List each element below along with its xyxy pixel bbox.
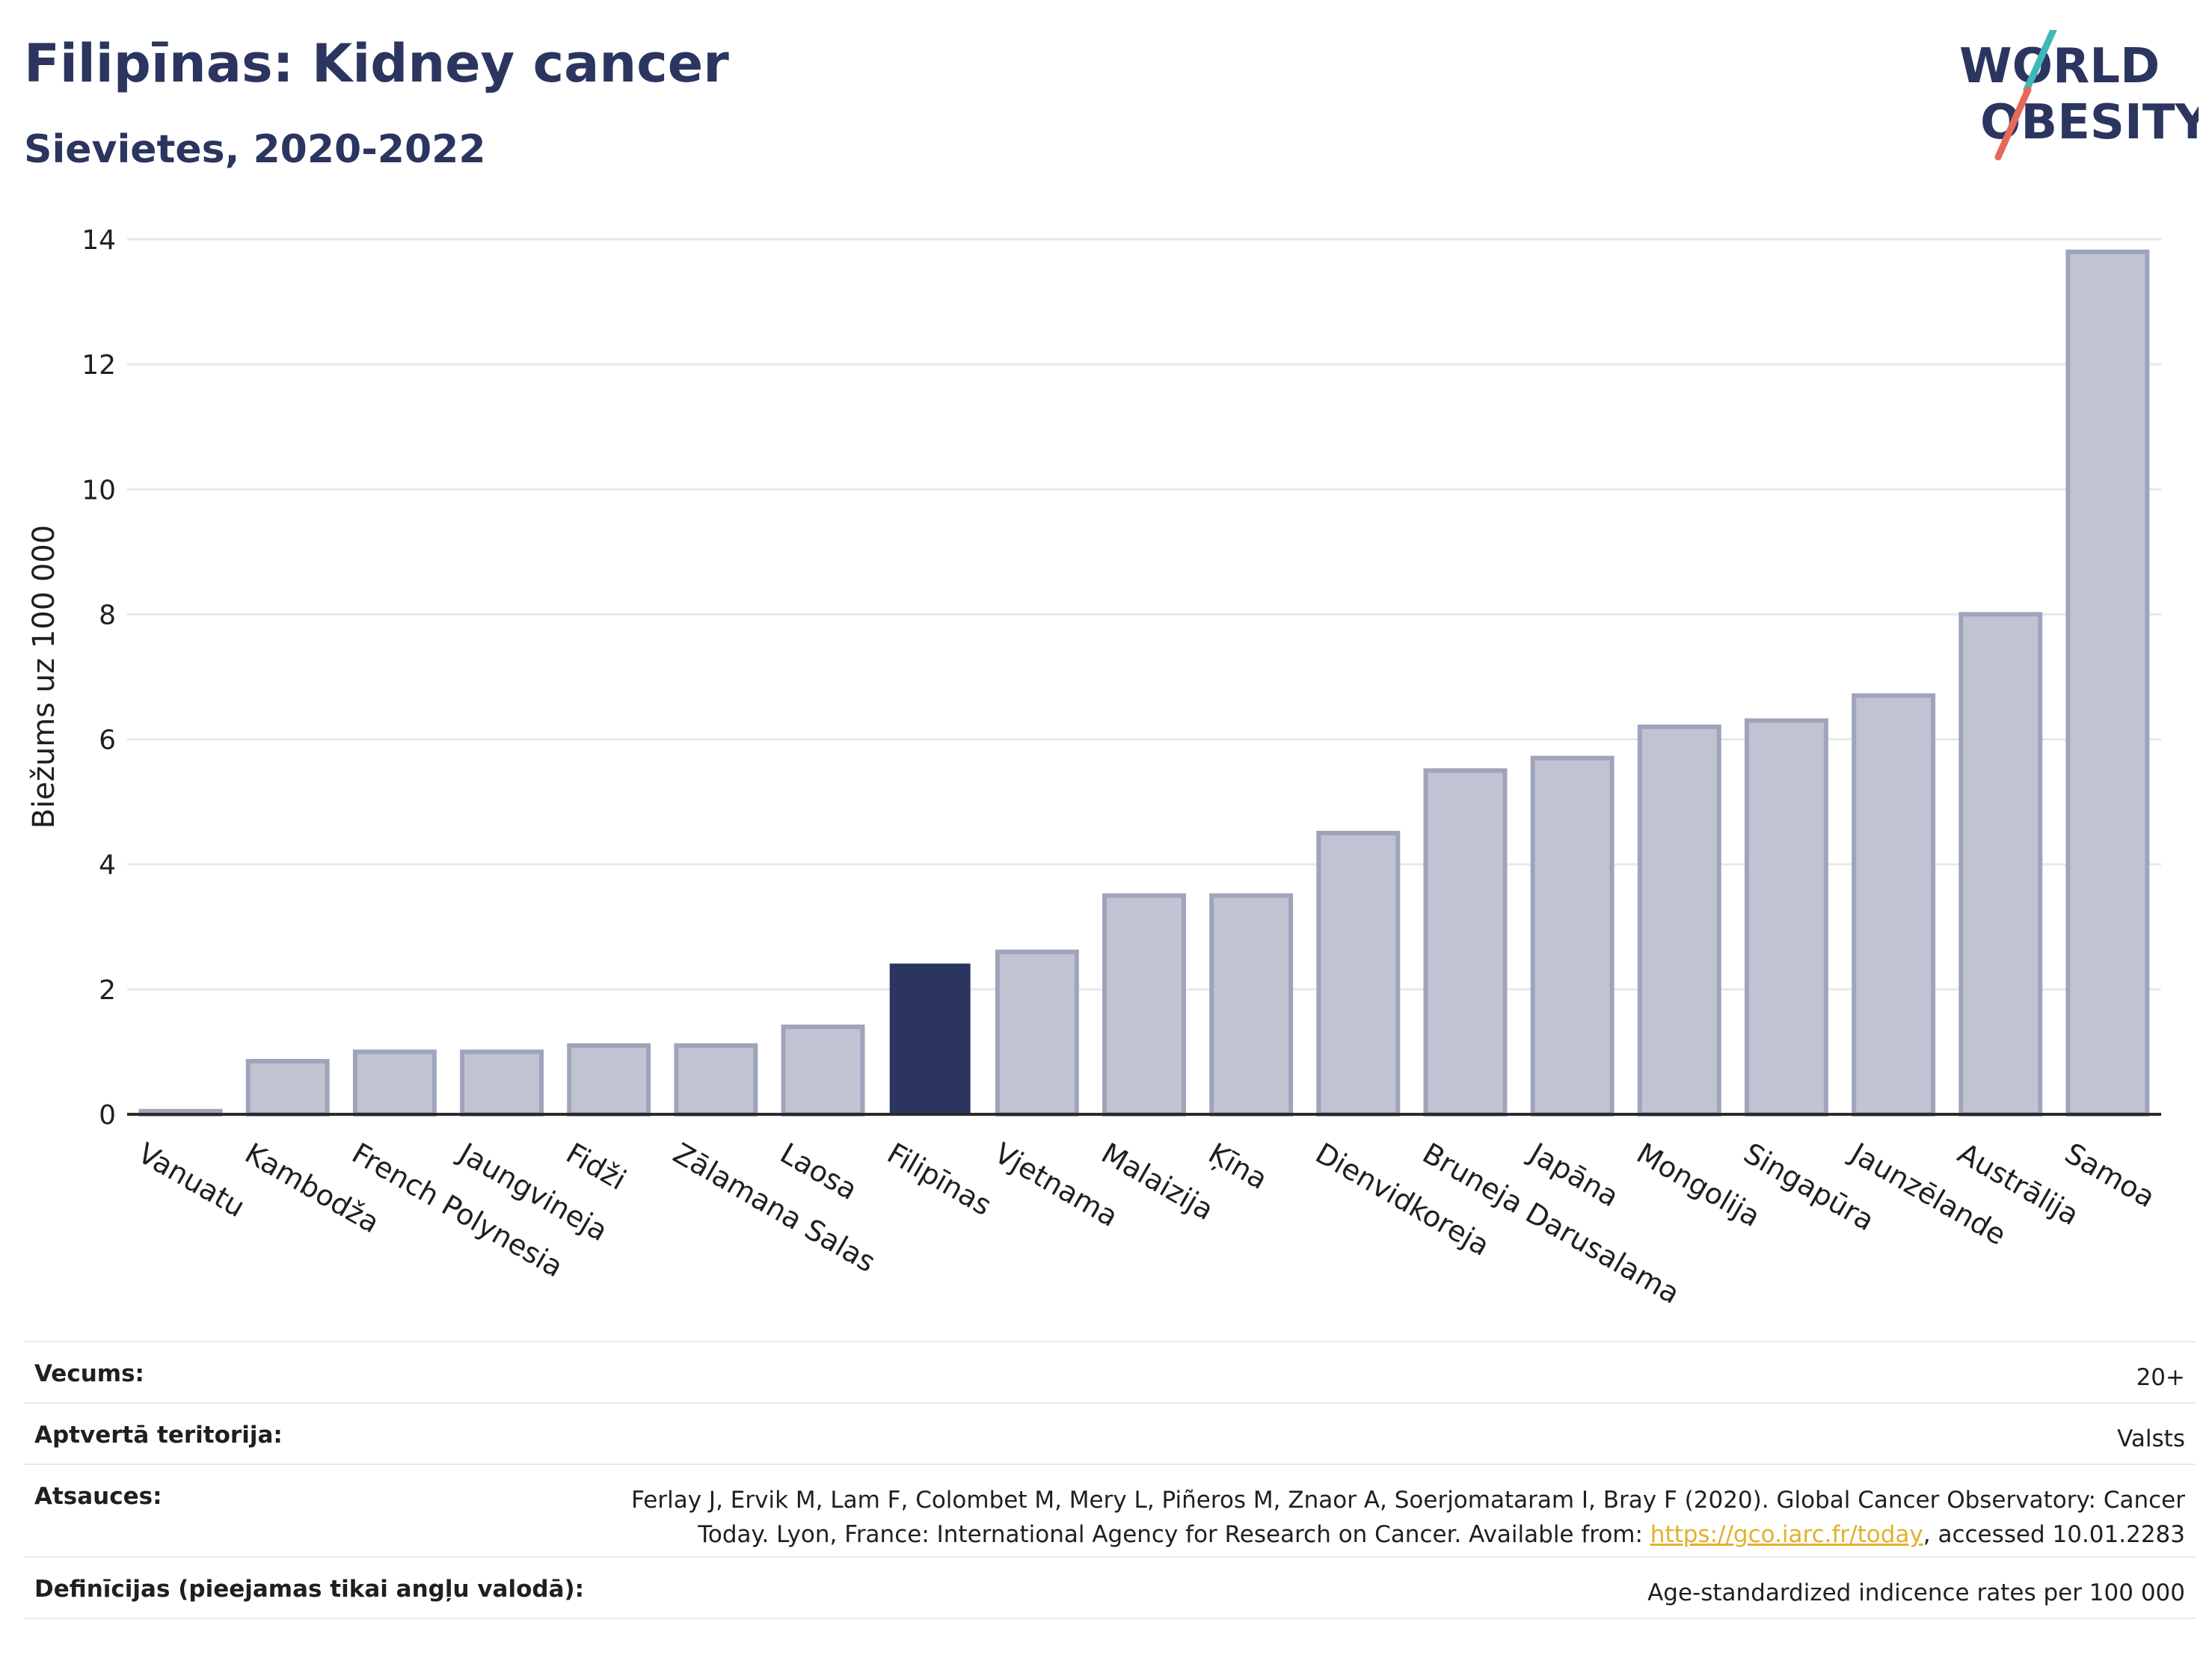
y-tick-label: 4 xyxy=(99,850,116,881)
bar xyxy=(460,1049,544,1117)
bar xyxy=(1316,830,1401,1117)
territory-label: Aptvertā teritorija: xyxy=(34,1422,283,1449)
y-axis-label: Biežums uz 100 000 xyxy=(27,525,61,829)
y-tick-label: 0 xyxy=(99,1100,116,1131)
bar xyxy=(1958,612,2043,1117)
x-tick-label: Vanuatu xyxy=(132,1137,251,1223)
logo-line1: WORLD xyxy=(1959,39,2160,94)
bar xyxy=(995,949,1079,1117)
bar xyxy=(2065,249,2150,1117)
world-obesity-logo: WORLD OBESITY xyxy=(1959,30,2199,161)
x-tick-label: Fidži xyxy=(561,1137,632,1197)
y-tick-label: 6 xyxy=(99,725,116,756)
bar xyxy=(889,963,971,1116)
y-tick-label: 2 xyxy=(99,975,116,1006)
bar xyxy=(1423,768,1508,1117)
references-link[interactable]: https://gco.iarc.fr/today xyxy=(1650,1521,1923,1548)
page-subtitle: Sievietes, 2020-2022 xyxy=(24,127,486,172)
references-line2-post: , accessed 10.01.2283 xyxy=(1923,1521,2185,1548)
bar xyxy=(781,1025,865,1117)
bar xyxy=(245,1058,330,1117)
references-value: Ferlay J, Ervik M, Lam F, Colombet M, Me… xyxy=(631,1483,2185,1556)
bar xyxy=(1852,693,1936,1117)
references-label: Atsauces: xyxy=(34,1483,162,1510)
x-tick-label: Zālamana Salas xyxy=(668,1137,881,1279)
age-label: Vecums: xyxy=(34,1360,144,1387)
bar xyxy=(1530,755,1615,1117)
y-tick-label: 12 xyxy=(82,350,116,381)
y-tick-label: 10 xyxy=(82,475,116,506)
age-value: 20+ xyxy=(2136,1364,2185,1391)
y-tick-label: 14 xyxy=(82,225,116,256)
territory-value: Valsts xyxy=(2117,1425,2185,1452)
bar xyxy=(1744,718,1828,1117)
logo-coral-slash xyxy=(1994,86,2032,161)
references-line1: Ferlay J, Ervik M, Lam F, Colombet M, Me… xyxy=(631,1487,2185,1514)
references-line2-pre: Today. Lyon, France: International Agenc… xyxy=(698,1521,1650,1548)
bar xyxy=(352,1049,437,1117)
page-title: Filipīnas: Kidney cancer xyxy=(24,33,729,94)
bar xyxy=(567,1043,651,1117)
info-row-definitions: Definīcijas (pieejamas tikai angļu valod… xyxy=(24,1556,2196,1619)
logo-teal-slash xyxy=(2023,30,2057,93)
bar xyxy=(674,1043,758,1117)
x-tick-label: Ķīna xyxy=(1203,1137,1274,1197)
x-tick-label: Filipīnas xyxy=(882,1137,997,1222)
info-table: Vecums: 20+ Aptvertā teritorija: Valsts … xyxy=(24,1341,2196,1619)
bar xyxy=(1637,724,1721,1117)
info-row-age: Vecums: 20+ xyxy=(24,1341,2196,1402)
y-tick-label: 8 xyxy=(99,600,116,630)
info-row-references: Atsauces: Ferlay J, Ervik M, Lam F, Colo… xyxy=(24,1464,2196,1556)
bar xyxy=(1209,893,1294,1117)
definitions-value: Age-standardized indicence rates per 100… xyxy=(1647,1579,2185,1606)
bar xyxy=(1102,893,1186,1117)
info-row-territory: Aptvertā teritorija: Valsts xyxy=(24,1402,2196,1464)
definitions-label: Definīcijas (pieejamas tikai angļu valod… xyxy=(34,1576,585,1603)
